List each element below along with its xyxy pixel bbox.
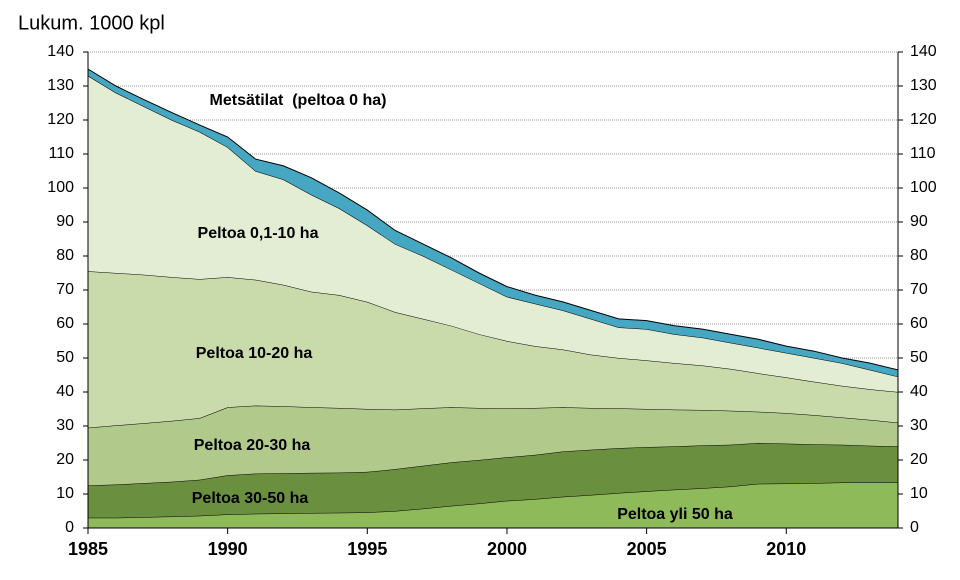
y2-tick-label: 10 xyxy=(910,485,928,502)
x-tick-label: 2005 xyxy=(627,539,667,559)
y2-tick-label: 20 xyxy=(910,451,928,468)
area xyxy=(88,405,898,486)
area xyxy=(88,443,898,518)
y-tick-label: 120 xyxy=(47,111,74,128)
y-tick-label: 30 xyxy=(56,417,74,434)
area xyxy=(88,271,898,428)
y2-tick-label: 120 xyxy=(910,111,937,128)
y2-tick-label: 40 xyxy=(910,383,928,400)
x-tick-label: 1985 xyxy=(68,539,108,559)
area-label: Metsätilat (peltoa 0 ha) xyxy=(210,92,387,109)
y2-tick-label: 90 xyxy=(910,213,928,230)
y-tick-label: 60 xyxy=(56,315,74,332)
area xyxy=(88,75,898,393)
y2-tick-label: 140 xyxy=(910,43,937,60)
area-label: Peltoa 30-50 ha xyxy=(192,490,309,507)
y-tick-label: 20 xyxy=(56,451,74,468)
y-tick-label: 0 xyxy=(65,519,74,536)
y2-tick-label: 0 xyxy=(910,519,919,536)
area-edge xyxy=(87,68,899,371)
y2-tick-label: 100 xyxy=(910,179,937,196)
y-tick-label: 70 xyxy=(56,281,74,298)
y2-tick-label: 30 xyxy=(910,417,928,434)
x-tick-label: 1990 xyxy=(208,539,248,559)
y2-tick-label: 110 xyxy=(910,145,936,162)
y-tick-label: 110 xyxy=(48,145,74,162)
y2-tick-label: 80 xyxy=(910,247,928,264)
area-label: Peltoa 10-20 ha xyxy=(196,345,313,362)
y2-tick-label: 60 xyxy=(910,315,928,332)
y-tick-label: 130 xyxy=(47,77,74,94)
y-axis-label: Lukum. 1000 kpl xyxy=(18,12,165,34)
y-tick-label: 140 xyxy=(47,43,74,60)
area-label: Peltoa yli 50 ha xyxy=(617,506,733,523)
y-tick-label: 10 xyxy=(56,485,74,502)
y-tick-label: 90 xyxy=(56,213,74,230)
y2-tick-label: 130 xyxy=(910,77,937,94)
area-label: Peltoa 0,1-10 ha xyxy=(198,225,319,242)
y2-tick-label: 70 xyxy=(910,281,928,298)
x-tick-label: 2000 xyxy=(487,539,527,559)
area xyxy=(88,482,898,528)
area-label: Peltoa 20-30 ha xyxy=(194,437,311,454)
y-tick-label: 50 xyxy=(56,349,74,366)
y2-tick-label: 50 xyxy=(910,349,928,366)
x-tick-label: 2010 xyxy=(766,539,806,559)
y-tick-label: 40 xyxy=(56,383,74,400)
y-tick-label: 80 xyxy=(56,247,74,264)
y-tick-label: 100 xyxy=(47,179,74,196)
x-tick-label: 1995 xyxy=(347,539,387,559)
